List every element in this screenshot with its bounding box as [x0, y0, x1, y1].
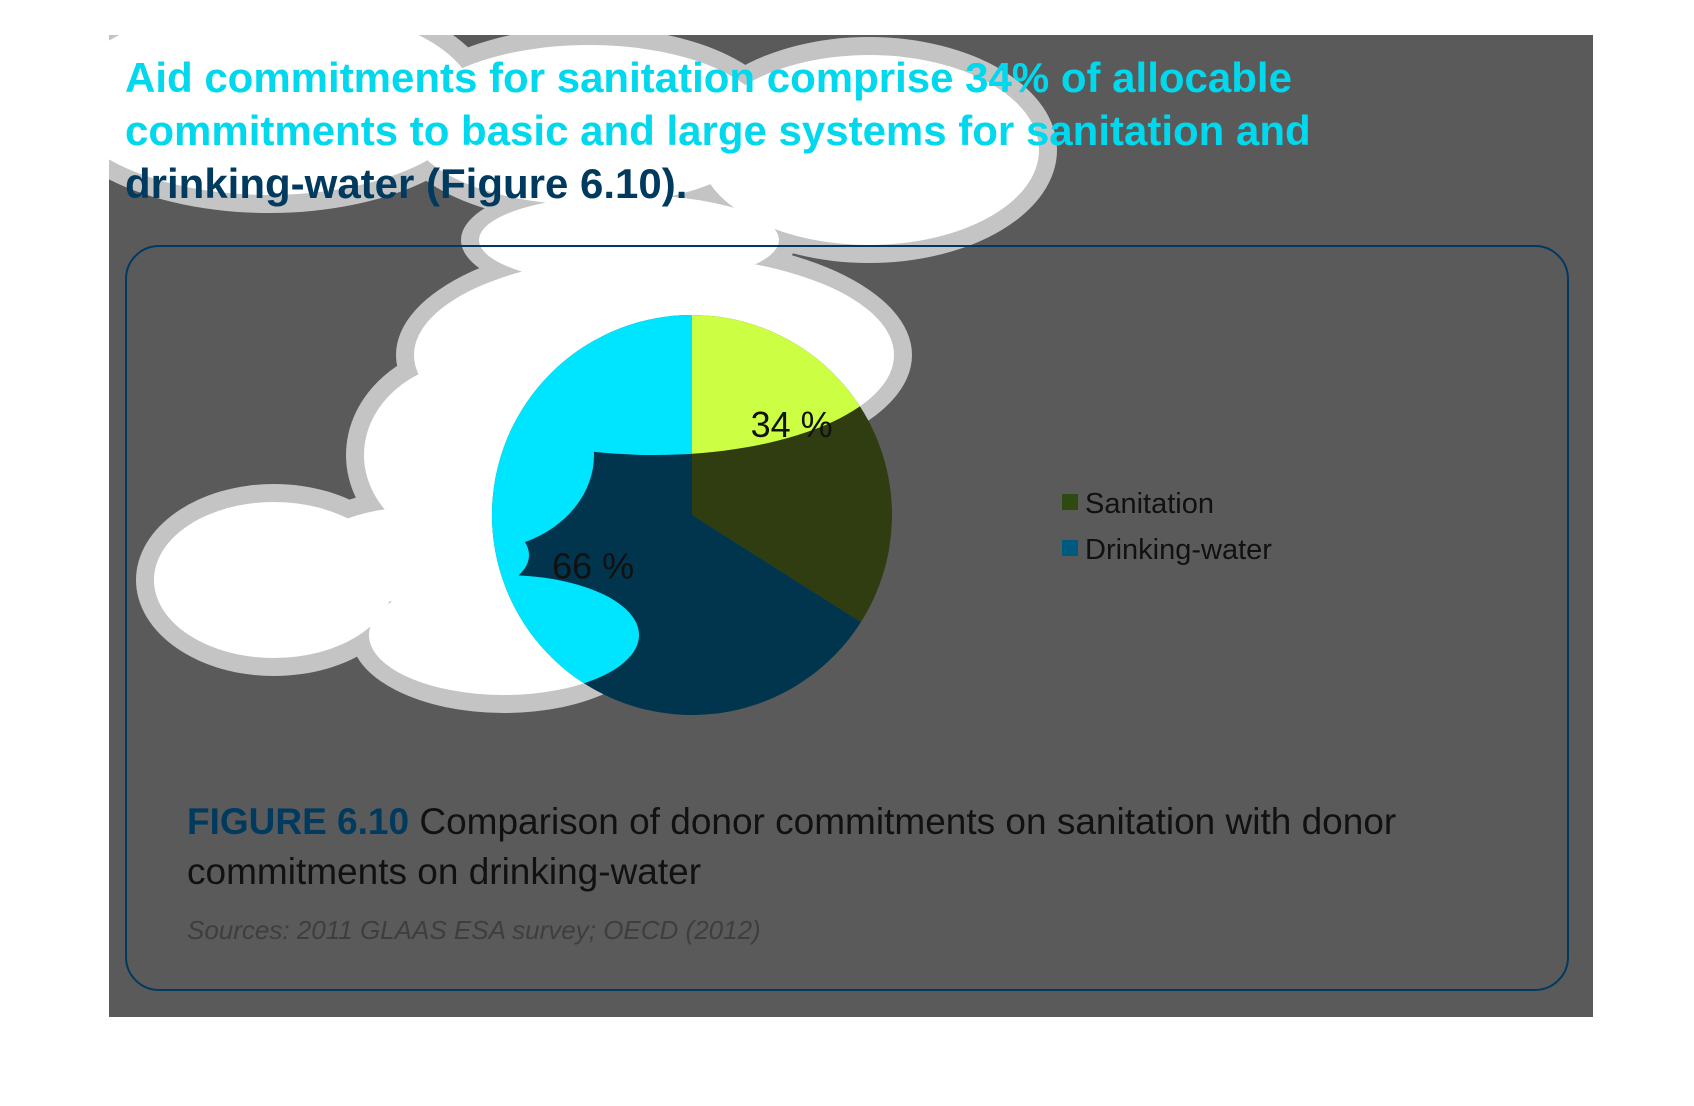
- figure-frame: [125, 245, 1569, 991]
- figure-caption: FIGURE 6.10 Comparison of donor commitme…: [187, 797, 1487, 897]
- figure-source: Sources: 2011 GLAAS ESA survey; OECD (20…: [187, 915, 761, 945]
- figure-panel: Aid commitments for sanitation comprise …: [109, 35, 1593, 1017]
- legend-label: Sanitation: [1085, 488, 1214, 520]
- pie-data-labels: 34 % 66 %: [552, 404, 833, 587]
- heading-line-3: drinking-water (Figure 6.10).: [125, 160, 688, 207]
- legend-swatch: [1062, 494, 1078, 510]
- pie-chart: 34 % 66 % Sanitation Drinking-water: [491, 315, 1272, 715]
- heading-line-1: Aid commitments for sanitation comprise …: [125, 54, 1292, 101]
- heading-line-2: commitments to basic and large systems f…: [125, 107, 1311, 154]
- pie-data-label: 66 %: [552, 545, 634, 586]
- legend-swatch: [1062, 540, 1078, 556]
- legend-label: Drinking-water: [1085, 534, 1272, 566]
- page-heading: Aid commitments for sanitation comprise …: [125, 51, 1445, 210]
- figure-caption-text: Comparison of donor commitments on sanit…: [187, 801, 1397, 892]
- chart-legend: Sanitation Drinking-water: [1062, 488, 1272, 566]
- figure-number: FIGURE 6.10: [187, 801, 410, 842]
- pie-slices: [491, 315, 892, 715]
- pie-data-label: 34 %: [751, 404, 833, 445]
